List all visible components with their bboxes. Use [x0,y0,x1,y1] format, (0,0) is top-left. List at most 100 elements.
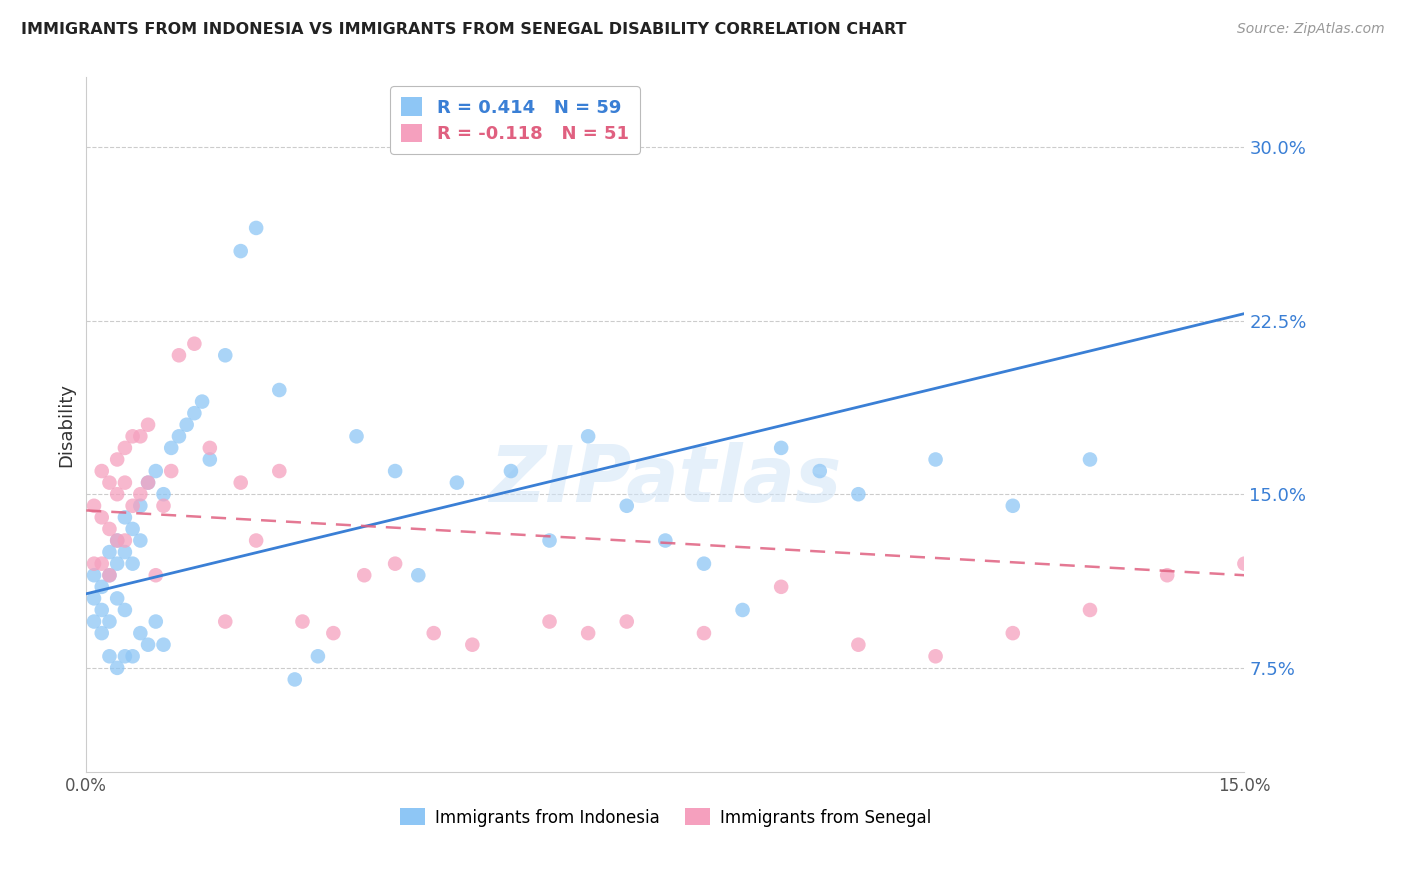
Point [145,568,167,582]
Point [105,452,128,467]
Point [90,603,112,617]
Point [1156,568,1178,582]
Point [576,429,599,443]
Point [129,487,152,501]
Point [616,499,638,513]
Point [176,417,198,432]
Point [105,661,128,675]
Text: IMMIGRANTS FROM INDONESIA VS IMMIGRANTS FROM SENEGAL DISABILITY CORRELATION CHAR: IMMIGRANTS FROM INDONESIA VS IMMIGRANTS … [21,22,907,37]
Point [1078,452,1101,467]
Point [848,638,870,652]
Point [353,568,375,582]
Point [90,510,112,524]
Point [98,475,121,490]
Point [136,638,159,652]
Point [384,557,406,571]
Point [114,649,136,664]
Point [731,603,754,617]
Point [770,441,793,455]
Point [98,649,121,664]
Point [924,649,946,664]
Point [105,591,128,606]
Legend: Immigrants from Indonesia, Immigrants from Senegal: Immigrants from Indonesia, Immigrants fr… [394,802,938,833]
Point [121,499,143,513]
Point [121,429,143,443]
Point [105,533,128,548]
Point [269,464,291,478]
Point [538,533,561,548]
Point [136,475,159,490]
Point [406,568,429,582]
Point [167,348,190,362]
Point [152,499,174,513]
Point [616,615,638,629]
Point [90,557,112,571]
Point [346,429,368,443]
Point [136,417,159,432]
Point [183,336,205,351]
Point [129,429,152,443]
Point [461,638,484,652]
Point [291,615,314,629]
Y-axis label: Disability: Disability [58,383,75,467]
Point [307,649,329,664]
Point [160,441,183,455]
Point [98,615,121,629]
Point [145,464,167,478]
Point [1078,603,1101,617]
Point [229,244,252,258]
Point [693,557,716,571]
Point [446,475,468,490]
Point [129,626,152,640]
Point [98,545,121,559]
Point [245,221,267,235]
Point [83,615,105,629]
Point [808,464,831,478]
Point [114,441,136,455]
Point [90,464,112,478]
Point [105,487,128,501]
Point [229,475,252,490]
Point [114,545,136,559]
Point [129,533,152,548]
Point [1001,626,1024,640]
Point [105,557,128,571]
Point [105,533,128,548]
Point [384,464,406,478]
Point [198,441,221,455]
Point [499,464,522,478]
Point [152,638,174,652]
Point [538,615,561,629]
Point [83,591,105,606]
Point [214,348,236,362]
Point [167,429,190,443]
Point [98,568,121,582]
Point [129,499,152,513]
Point [114,533,136,548]
Point [145,615,167,629]
Point [121,522,143,536]
Point [924,452,946,467]
Point [198,452,221,467]
Point [654,533,676,548]
Point [98,522,121,536]
Text: ZIPatlas: ZIPatlas [489,442,841,518]
Point [693,626,716,640]
Point [214,615,236,629]
Point [160,464,183,478]
Point [284,673,307,687]
Point [191,394,214,409]
Point [136,475,159,490]
Point [422,626,444,640]
Point [90,626,112,640]
Point [183,406,205,420]
Point [114,603,136,617]
Point [770,580,793,594]
Point [121,557,143,571]
Point [83,499,105,513]
Point [269,383,291,397]
Point [245,533,267,548]
Point [848,487,870,501]
Point [83,568,105,582]
Text: Source: ZipAtlas.com: Source: ZipAtlas.com [1237,22,1385,37]
